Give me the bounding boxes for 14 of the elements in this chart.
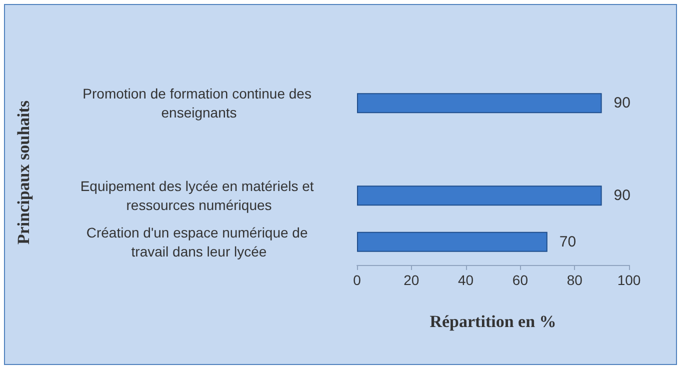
data-label: 90 [614,187,630,204]
x-axis-title: Répartition en % [430,312,556,331]
y-axis-title: Principaux souhaits [14,100,33,245]
data-label: 90 [614,94,630,112]
x-tick-label: 100 [617,272,641,288]
y-tick-label: Création d'un espace numérique de travail dans leur lycée [86,224,312,260]
y-tick-label: Equipement des lycée en matériels et ressources numériques [80,178,318,214]
x-tick-label: 60 [512,272,528,288]
x-tick-label: 40 [458,272,474,288]
x-tick-label: 20 [404,272,420,288]
x-tick-label: 0 [353,272,362,288]
data-label: 70 [559,233,576,250]
y-tick-label: Promotion de formation continue des enseignants [82,86,316,121]
x-tick-label: 80 [566,272,583,288]
